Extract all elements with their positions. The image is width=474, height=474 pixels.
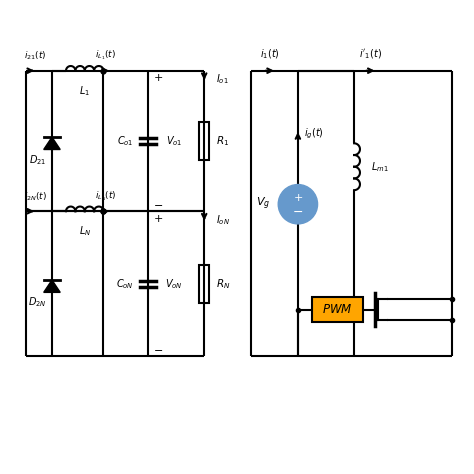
Text: $I_{o1}$: $I_{o1}$ (216, 72, 228, 86)
Text: $R_N$: $R_N$ (216, 277, 230, 291)
Text: $D_{21}$: $D_{21}$ (29, 153, 46, 166)
FancyBboxPatch shape (312, 297, 364, 322)
Text: $-$: $-$ (153, 199, 163, 209)
Text: $i'_1(t)$: $i'_1(t)$ (359, 48, 382, 61)
Polygon shape (44, 280, 60, 292)
Text: $V_g$: $V_g$ (255, 196, 270, 212)
Text: $L_N$: $L_N$ (79, 224, 91, 238)
Text: $PWM$: $PWM$ (322, 303, 353, 316)
Text: $i_{L_N}(t)$: $i_{L_N}(t)$ (95, 189, 117, 203)
Text: $R_1$: $R_1$ (216, 134, 229, 148)
Text: $i_{L_1}(t)$: $i_{L_1}(t)$ (95, 49, 116, 62)
Circle shape (278, 184, 318, 224)
Text: $C_{oN}$: $C_{oN}$ (116, 277, 134, 291)
Text: $-$: $-$ (153, 345, 163, 355)
Text: $C_{o1}$: $C_{o1}$ (118, 134, 134, 148)
Text: $D_{2N}$: $D_{2N}$ (27, 296, 46, 310)
Polygon shape (44, 137, 60, 149)
Text: $-$: $-$ (292, 205, 303, 218)
Text: $+$: $+$ (153, 72, 163, 83)
Text: $i_1(t)$: $i_1(t)$ (260, 48, 280, 61)
Text: $+$: $+$ (293, 191, 303, 203)
Text: $L_1$: $L_1$ (79, 84, 90, 98)
Text: $V_{o1}$: $V_{o1}$ (165, 134, 182, 148)
Text: $L_{m1}$: $L_{m1}$ (371, 160, 388, 173)
Text: $+$: $+$ (153, 213, 163, 224)
Text: $i_{2N}(t)$: $i_{2N}(t)$ (24, 190, 47, 203)
Text: $V_{oN}$: $V_{oN}$ (165, 277, 182, 291)
Text: $I_{oN}$: $I_{oN}$ (216, 213, 230, 227)
Text: $i_{21}(t)$: $i_{21}(t)$ (24, 50, 46, 62)
Text: $i_g(t)$: $i_g(t)$ (303, 127, 323, 141)
